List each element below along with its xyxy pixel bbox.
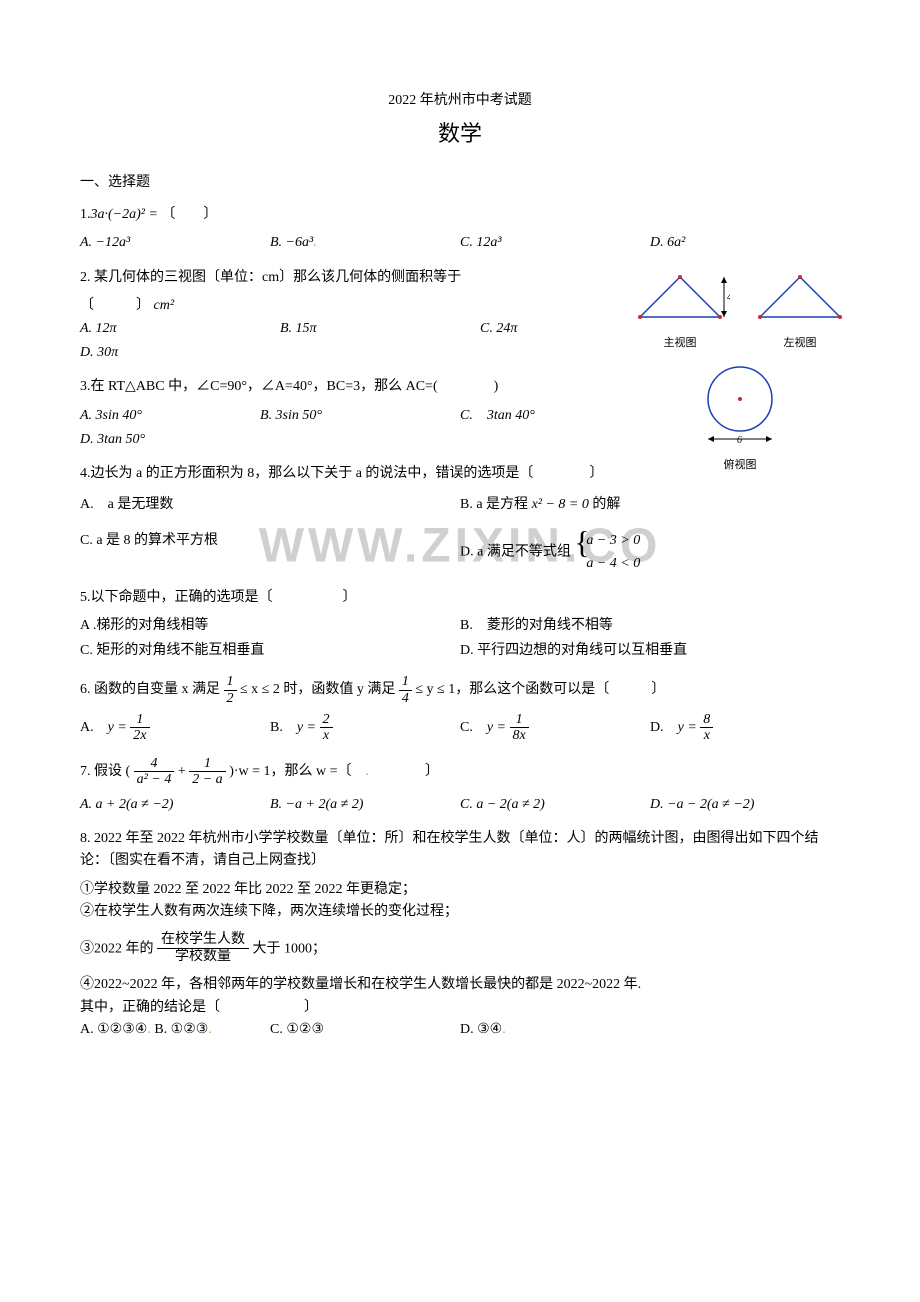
subject: 数学 xyxy=(80,116,840,151)
fig-front-label: 主视图 xyxy=(630,335,730,353)
q7-options: A. a + 2(a ≠ −2) B. −a + 2(a ≠ 2) C. a −… xyxy=(80,794,840,818)
q8-tail: 其中，正确的结论是〔 〕 xyxy=(80,997,840,1019)
q3-opt-d: D. 3tan 50° xyxy=(80,429,580,451)
q1-text: 1.3a·(−2a)² = 〔 〕 xyxy=(80,204,840,226)
q7-opt-d: D. −a − 2(a ≠ −2) xyxy=(650,794,840,816)
q2-opt-b: B. 15π xyxy=(280,318,480,340)
q4-text: 4.边长为 a 的正方形面积为 8，那么以下关于 a 的说法中，错误的选项是〔 … xyxy=(80,463,840,485)
q1-opt-a: A. −12a³ xyxy=(80,232,270,254)
q6-options: A. y = 12x B. y = 2x C. y = 18x D. y = 8… xyxy=(80,712,840,746)
q6-opt-b: B. y = 2x xyxy=(270,712,460,744)
fig-front: 4 主视图 xyxy=(630,267,730,353)
question-4: 4.边长为 a 的正方形面积为 8，那么以下关于 a 的说法中，错误的选项是〔 … xyxy=(80,463,840,577)
q2-paren-unit: 〔 〕 cm² xyxy=(80,295,580,317)
q7-opt-c: C. a − 2(a ≠ 2) xyxy=(460,794,650,816)
question-6: 6. 函数的自变量 x 满足 12 ≤ x ≤ 2 时，函数值 y 满足 14 … xyxy=(80,674,840,746)
q1-opt-d: D. 6a² xyxy=(650,232,840,254)
question-5: 5.以下命题中，正确的选项是〔 〕 A .梯形的对角线相等 B. 菱形的对角线不… xyxy=(80,587,840,664)
q1-expr: 3a·(−2a)² = xyxy=(91,207,162,222)
question-8: 8. 2022 年至 2022 年杭州市小学学校数量〔单位：所〕和在校学生人数〔… xyxy=(80,828,840,1043)
q8-options: A. ①②③④. B. ①②③. C. ①②③ D. ③④. xyxy=(80,1019,840,1043)
year-title: 2022 年杭州市中考试题 xyxy=(80,90,840,112)
q4-options-row1: A. a 是无理数 B. a 是方程 x² − 8 = 0 的解 xyxy=(80,494,840,518)
dim-h: 4 xyxy=(727,292,730,303)
q4-options-row2: C. a 是 8 的算术平方根 D. a 满足不等式组 a − 3 > 0 a … xyxy=(80,530,840,577)
q8-opt-a: A. ①②③④. B. ①②③. xyxy=(80,1019,270,1041)
q2-text: 2. 某几何体的三视图〔单位：cm〕那么该几何体的侧面积等于 xyxy=(80,267,580,289)
q1-options: A. −12a³ B. −6a³. C. 12a³ D. 6a² xyxy=(80,232,840,256)
q3-opt-b: B. 3sin 50° xyxy=(260,405,460,427)
question-7: 7. 假设 ( 4a² − 4 + 12 − a )·w = 1，那么 w =〔… xyxy=(80,756,840,818)
q6-opt-a: A. y = 12x xyxy=(80,712,270,744)
question-1: 1.3a·(−2a)² = 〔 〕 A. −12a³ B. −6a³. C. 1… xyxy=(80,204,840,257)
fig-top: 6 俯视图 xyxy=(630,359,850,475)
triangle-side-icon xyxy=(750,267,850,327)
q1-opt-c: C. 12a³ xyxy=(460,232,650,254)
q3-opt-c: C. 3tan 40° xyxy=(460,405,580,427)
q2-opt-c: C. 24π xyxy=(480,318,580,340)
q8-item3: ③2022 年的 在校学生人数学校数量 大于 1000； xyxy=(80,932,840,967)
q2-opt-d: D. 30π xyxy=(80,342,580,364)
brace-icon: a − 3 > 0 a − 4 < 0 xyxy=(574,530,640,575)
q2-opt-a: A. 12π xyxy=(80,318,280,340)
dot-icon: . xyxy=(313,235,317,250)
q7-opt-a: A. a + 2(a ≠ −2) xyxy=(80,794,270,816)
q3-text: 3.在 RT△ABC 中，∠C=90°，∠A=40°，BC=3，那么 AC=( … xyxy=(80,376,580,398)
q7-text: 7. 假设 ( 4a² − 4 + 12 − a )·w = 1，那么 w =〔… xyxy=(80,756,840,788)
triangle-front-icon: 4 xyxy=(630,267,730,327)
q7-opt-b: B. −a + 2(a ≠ 2) xyxy=(270,794,460,816)
q4-opt-d: D. a 满足不等式组 a − 3 > 0 a − 4 < 0 xyxy=(460,530,840,575)
q5-opt-d: D. 平行四边想的对角线可以互相垂直 xyxy=(460,640,840,662)
q3-options: A. 3sin 40° B. 3sin 50° C. 3tan 40° D. 3… xyxy=(80,405,580,454)
section-title-1: 一、选择题 xyxy=(80,172,840,194)
q5-opt-a: A .梯形的对角线相等 xyxy=(80,615,460,637)
question-3: 3.在 RT△ABC 中，∠C=90°，∠A=40°，BC=3，那么 AC=( … xyxy=(80,376,580,453)
q1-opt-b: B. −6a³. xyxy=(270,232,460,254)
q6-opt-c: C. y = 18x xyxy=(460,712,650,744)
dot-icon: . xyxy=(502,1022,506,1037)
q4-opt-a: A. a 是无理数 xyxy=(80,494,460,516)
q5-options: A .梯形的对角线相等 B. 菱形的对角线不相等 C. 矩形的对角线不能互相垂直… xyxy=(80,615,840,664)
q8-item2: ②在校学生人数有两次连续下降，两次连续增长的变化过程； xyxy=(80,901,840,923)
fig-side: 左视图 xyxy=(750,267,850,353)
dim-w: 6 xyxy=(737,435,742,446)
dot-icon: . xyxy=(147,1022,151,1037)
q1-paren: 〔 〕 xyxy=(161,207,217,222)
q6-text: 6. 函数的自变量 x 满足 12 ≤ x ≤ 2 时，函数值 y 满足 14 … xyxy=(80,674,840,706)
q4-opt-b: B. a 是方程 x² − 8 = 0 的解 xyxy=(460,494,840,516)
dot-icon: . xyxy=(208,1022,212,1037)
q5-opt-c: C. 矩形的对角线不能互相垂直 xyxy=(80,640,460,662)
q2-figures: 4 主视图 左视图 6 xyxy=(630,267,850,475)
q5-text: 5.以下命题中，正确的选项是〔 〕 xyxy=(80,587,840,609)
q8-opt-c: C. ①②③ xyxy=(270,1019,460,1041)
q3-opt-a: A. 3sin 40° xyxy=(80,405,260,427)
q8-item1: ①学校数量 2022 至 2022 年比 2022 至 2022 年更稳定； xyxy=(80,879,840,901)
q6-opt-d: D. y = 8x xyxy=(650,712,840,744)
q8-opt-d: D. ③④. xyxy=(460,1019,650,1041)
q5-opt-b: B. 菱形的对角线不相等 xyxy=(460,615,840,637)
circle-top-icon: 6 xyxy=(690,359,790,449)
q8-text: 8. 2022 年至 2022 年杭州市小学学校数量〔单位：所〕和在校学生人数〔… xyxy=(80,828,840,873)
fig-side-label: 左视图 xyxy=(750,335,850,353)
question-2-wrap: 4 主视图 左视图 6 xyxy=(80,267,840,454)
q2-options: A. 12π B. 15π C. 24π D. 30π xyxy=(80,318,580,367)
header: 2022 年杭州市中考试题 数学 xyxy=(80,90,840,152)
page-content: 2022 年杭州市中考试题 数学 一、选择题 1.3a·(−2a)² = 〔 〕… xyxy=(80,90,840,1043)
question-2: 2. 某几何体的三视图〔单位：cm〕那么该几何体的侧面积等于 〔 〕 cm² A… xyxy=(80,267,580,367)
q8-item4: ④2022~2022 年，各相邻两年的学校数量增长和在校学生人数增长最快的都是 … xyxy=(80,974,840,996)
q4-opt-c: C. a 是 8 的算术平方根 xyxy=(80,530,460,575)
q1-prefix: 1. xyxy=(80,207,91,222)
